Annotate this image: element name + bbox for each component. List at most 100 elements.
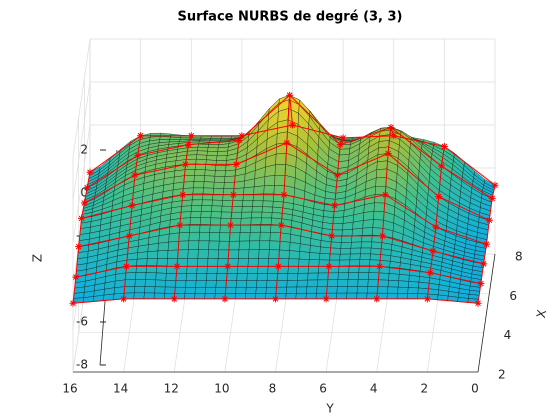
surface-patch [263, 185, 275, 195]
surface-patch [153, 292, 165, 300]
surface-patch [211, 199, 223, 207]
surface-patch [181, 199, 193, 207]
surface-patch [229, 232, 241, 242]
control-point [438, 162, 446, 170]
surface-patch [378, 272, 390, 281]
surface-patch [202, 187, 214, 195]
surface-patch [269, 232, 281, 242]
surface-patch [233, 180, 245, 189]
surface-patch [266, 280, 278, 288]
surface-patch [156, 265, 168, 274]
surface-patch [341, 235, 353, 243]
y-axis-label: Y [325, 402, 334, 416]
surface-patch [287, 273, 299, 281]
surface-patch [224, 169, 236, 177]
surface-patch [154, 279, 167, 288]
surface-patch [249, 232, 261, 242]
surface-patch [189, 217, 201, 225]
surface-patch [211, 205, 223, 213]
surface-patch [183, 175, 195, 183]
surface-patch [406, 293, 419, 299]
surface-patch [350, 247, 362, 255]
surface-patch [275, 286, 287, 294]
control-point [378, 232, 386, 240]
surface-patch [224, 293, 236, 300]
surface-patch [195, 158, 207, 165]
control-point [435, 193, 443, 201]
surface-patch [369, 253, 381, 261]
surface-patch [259, 240, 271, 250]
surface-patch [326, 286, 338, 294]
surface-patch [398, 274, 410, 282]
surface-patch [319, 253, 331, 261]
surface-patch [349, 259, 361, 267]
control-point [280, 191, 288, 199]
surface-patch [368, 265, 380, 274]
surface-patch [167, 249, 179, 259]
surface-patch [245, 287, 257, 294]
surface-patch [370, 241, 383, 249]
control-point [224, 262, 232, 270]
surface-patch [216, 273, 228, 281]
surface-patch [309, 245, 321, 254]
control-point [277, 221, 285, 229]
surface-patch [357, 279, 369, 287]
surface-patch [270, 224, 282, 234]
surface-patch [375, 177, 387, 187]
control-point [423, 295, 431, 303]
surface-patch [308, 259, 320, 267]
surface-patch [274, 164, 286, 176]
surface-patch [271, 206, 284, 214]
control-point [176, 221, 184, 229]
surface-patch [306, 279, 318, 288]
surface-patch [165, 273, 177, 281]
control-point [477, 280, 485, 288]
control-point [232, 160, 240, 168]
control-point [381, 191, 389, 199]
surface-patch [145, 272, 157, 281]
surface-patch [275, 153, 287, 165]
surface-patch [217, 249, 230, 259]
control-point [483, 240, 490, 248]
control-point [187, 132, 195, 140]
surface-patch [316, 279, 329, 287]
surface-patch [199, 217, 212, 225]
surface-patch [367, 279, 379, 287]
surface-patch [298, 251, 311, 260]
surface-patch [256, 280, 268, 288]
surface-patch [373, 202, 385, 212]
control-point [182, 160, 190, 168]
z-axis-label: Z [31, 254, 45, 262]
control-point [83, 184, 91, 192]
surface-patch [251, 206, 263, 213]
surface-patch [207, 258, 219, 267]
surface-patch [231, 206, 243, 213]
control-point [322, 295, 330, 303]
surface-patch [174, 293, 186, 300]
y-tick-label: 8 [269, 382, 277, 396]
surface-patch [427, 288, 439, 296]
surface-patch [351, 227, 363, 237]
surface-patch [320, 240, 332, 249]
surface-patch [397, 280, 410, 288]
surface-patch [338, 259, 350, 267]
surface-patch [349, 253, 361, 261]
surface-patch [215, 280, 227, 288]
surface-patch [185, 158, 197, 165]
control-point [488, 194, 496, 202]
surface-patch [287, 266, 299, 274]
control-point [173, 262, 181, 270]
surface-patch [238, 249, 250, 259]
surface-patch [248, 240, 260, 250]
surface-patch [204, 287, 217, 294]
surface-patch [136, 251, 149, 260]
surface-patch [346, 292, 358, 300]
surface-patch [362, 219, 374, 229]
surface-patch [157, 250, 169, 259]
surface-patch [288, 250, 300, 260]
surface-patch [340, 248, 352, 255]
surface-patch [285, 286, 298, 294]
surface-patch [200, 211, 212, 219]
surface-patch [216, 155, 228, 161]
